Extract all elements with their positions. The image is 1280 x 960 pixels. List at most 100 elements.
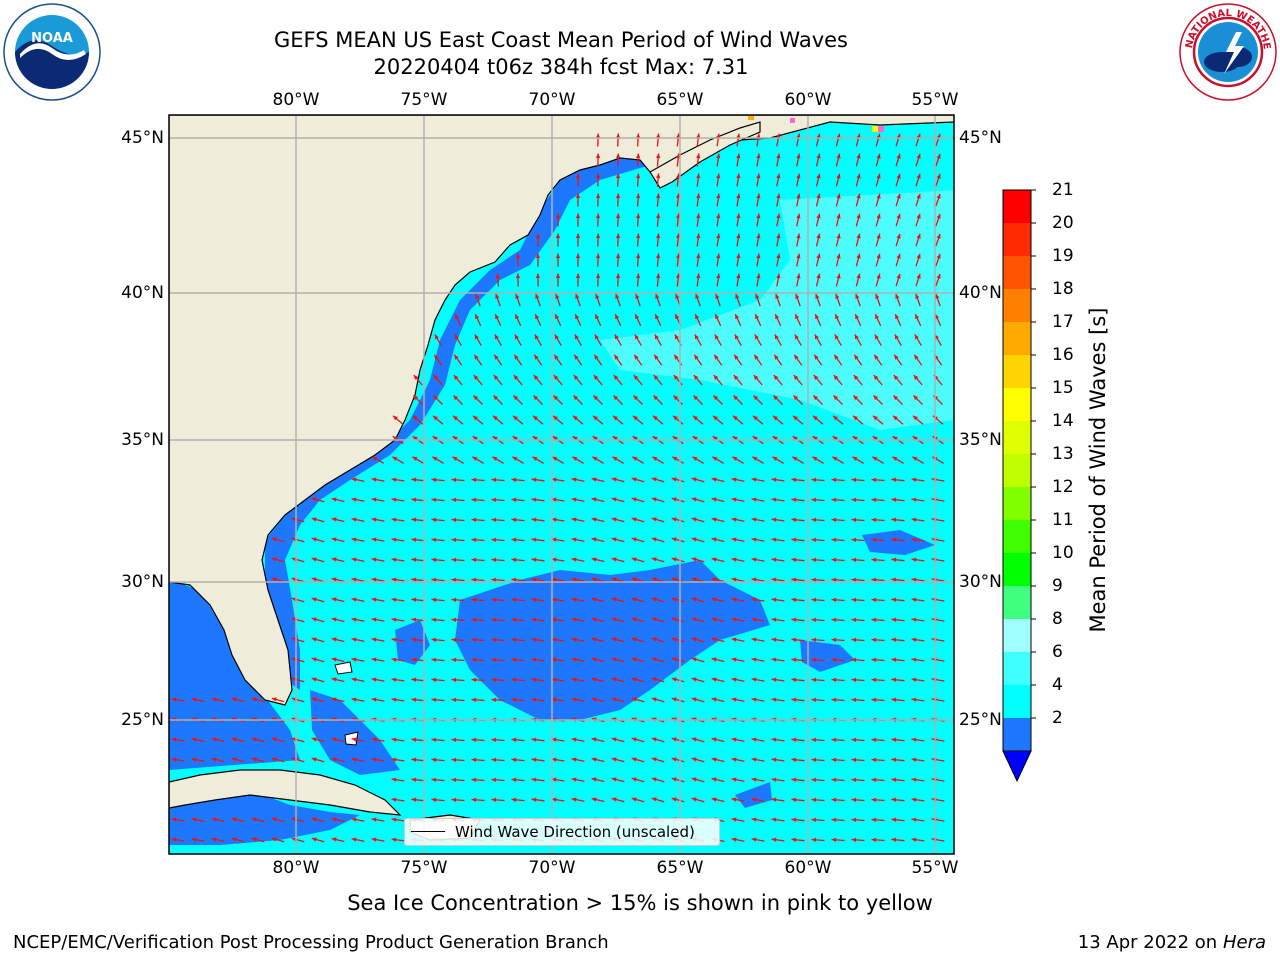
wave-direction-arrowhead	[696, 153, 701, 159]
nws-logo-icon: NATIONAL WEATHER SERVICE	[1178, 2, 1277, 101]
wave-direction-arrowhead	[771, 697, 777, 702]
wave-direction-arrowhead	[615, 293, 620, 299]
wave-direction-arrowhead	[454, 354, 459, 360]
wave-direction-arrowhead	[673, 375, 679, 380]
wave-direction-arrowhead	[876, 233, 881, 239]
wave-direction-arrowhead	[875, 314, 880, 320]
wave-direction-arrowhead	[651, 577, 657, 582]
wave-direction-arrowhead	[711, 757, 717, 762]
wave-direction-arrowhead	[491, 737, 497, 742]
wave-direction-arrowhead	[631, 597, 637, 602]
wave-direction-arrowhead	[651, 497, 657, 502]
wave-direction-arrowhead	[851, 737, 857, 742]
wave-direction-arrowhead	[736, 253, 741, 259]
wave-direction-arrowhead	[731, 537, 737, 542]
wave-direction-arrowhead	[756, 153, 761, 159]
wave-direction-arrowhead	[695, 293, 700, 299]
wave-direction-arrowhead	[511, 557, 517, 562]
wave-direction-arrowhead	[691, 637, 697, 642]
wave-direction-arrowhead	[911, 477, 917, 482]
wave-direction-arrowhead	[711, 797, 717, 802]
wave-direction-arrowhead	[651, 757, 657, 762]
wave-direction-arrowhead	[451, 517, 457, 522]
wave-direction-arrowhead	[512, 436, 518, 441]
wave-direction-arrowhead	[391, 617, 397, 622]
wave-direction-arrowhead	[371, 617, 377, 622]
wave-direction-arrowhead	[816, 193, 821, 199]
wave-direction-arrowhead	[631, 657, 637, 662]
wave-direction-arrowhead	[592, 436, 598, 441]
wave-direction-arrowhead	[835, 314, 840, 320]
wave-direction-arrowhead	[471, 697, 477, 702]
wave-direction-arrowhead	[471, 637, 477, 642]
wave-direction-arrowhead	[636, 233, 641, 239]
wave-direction-arrowhead	[351, 697, 357, 702]
wave-direction-arrowhead	[211, 697, 217, 702]
wave-direction-arrowhead	[551, 657, 557, 662]
wave-direction-arrowhead	[733, 415, 738, 421]
wave-direction-arrowhead	[615, 153, 621, 159]
wave-direction-arrowhead	[515, 293, 520, 299]
wave-direction-arrowhead	[871, 617, 877, 622]
wave-direction-arrowhead	[811, 557, 817, 562]
wave-direction-arrowhead	[751, 657, 757, 662]
wave-direction-arrowhead	[311, 597, 317, 602]
wave-direction-arrowhead	[491, 617, 497, 622]
wave-direction-arrowhead	[411, 657, 417, 662]
wave-direction-arrowhead	[894, 354, 899, 360]
wave-direction-arrowhead	[836, 273, 841, 279]
wave-direction-arrowhead	[752, 456, 758, 461]
wave-direction-arrowhead	[871, 497, 877, 502]
wave-direction-arrowhead	[551, 737, 557, 742]
wave-direction-arrowhead	[691, 597, 697, 602]
wave-direction-arrowhead	[271, 557, 277, 562]
wave-direction-arrowhead	[671, 477, 677, 482]
wave-direction-arrowhead	[571, 477, 577, 482]
wave-direction-arrowhead	[772, 436, 778, 441]
wave-direction-arrowhead	[672, 456, 678, 461]
wave-direction-arrowhead	[651, 657, 657, 662]
wave-direction-arrowhead	[815, 293, 820, 299]
wave-direction-arrowhead	[833, 395, 839, 401]
wave-direction-arrowhead	[813, 415, 818, 421]
wave-direction-arrowhead	[575, 253, 581, 258]
colorbar-segment	[1003, 487, 1031, 520]
colorbar-tick-label: 12	[1052, 477, 1074, 497]
wave-direction-arrowhead	[911, 617, 917, 622]
footer-date-text: 13 Apr 2022 on	[1077, 932, 1223, 953]
wave-direction-arrowhead	[271, 817, 277, 822]
wave-direction-arrowhead	[833, 375, 839, 380]
wave-direction-arrowhead	[856, 253, 861, 259]
wave-direction-arrowhead	[551, 477, 557, 482]
colorbar-tick-label: 2	[1052, 708, 1063, 728]
wave-direction-arrowhead	[635, 314, 640, 320]
wave-direction-arrowhead	[572, 436, 578, 441]
wave-direction-arrowhead	[493, 395, 499, 401]
colorbar-segment	[1003, 586, 1031, 619]
wave-direction-arrowhead	[611, 597, 617, 602]
wave-direction-arrowhead	[451, 797, 457, 802]
wave-direction-arrowhead	[831, 557, 837, 562]
wave-direction-arrowhead	[391, 537, 397, 542]
wave-direction-arrowhead	[473, 375, 479, 380]
wave-direction-arrowhead	[471, 597, 477, 602]
wave-direction-arrowhead	[451, 577, 457, 582]
wave-direction-arrowhead	[633, 415, 638, 421]
wave-direction-arrowhead	[713, 375, 719, 380]
wave-direction-arrowhead	[311, 637, 317, 642]
wave-direction-arrowhead	[451, 477, 457, 482]
wave-direction-arrowhead	[732, 456, 738, 461]
wave-direction-arrowhead	[453, 395, 459, 401]
wave-direction-arrowhead	[711, 617, 717, 622]
wave-direction-arrowhead	[792, 456, 798, 461]
wave-direction-arrowhead	[851, 657, 857, 662]
wave-direction-arrowhead	[713, 415, 718, 421]
wave-direction-arrowhead	[611, 577, 617, 582]
wave-direction-arrowhead	[936, 213, 941, 219]
wave-direction-arrowhead	[711, 657, 717, 662]
wave-direction-arrowhead	[515, 273, 521, 279]
wave-direction-arrowhead	[453, 375, 459, 380]
wave-direction-arrowhead	[871, 757, 877, 762]
wave-direction-arrowhead	[691, 517, 697, 522]
wave-direction-arrowhead	[891, 617, 897, 622]
